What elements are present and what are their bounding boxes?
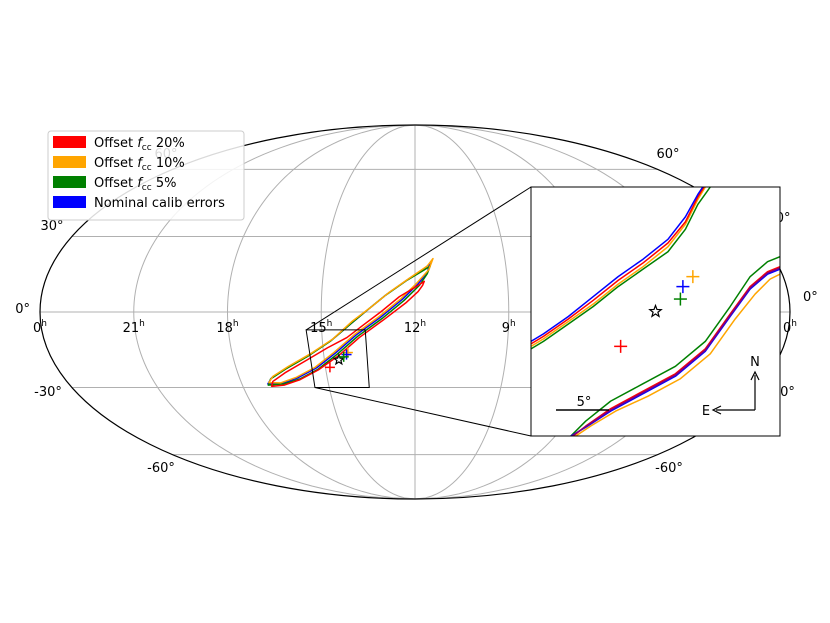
inset-contour-upper-green <box>531 187 711 350</box>
compass-east-label: E <box>702 404 710 419</box>
ra-tick-label: 21h <box>123 319 145 336</box>
legend-label: Nominal calib errors <box>94 196 225 211</box>
legend-entry: Nominal calib errors <box>53 196 225 211</box>
ra-tick-label: 18h <box>216 319 238 336</box>
compass-north-label: N <box>750 355 760 370</box>
dec-tick-label-right: 0° <box>803 290 818 305</box>
map-boundary <box>39 124 791 500</box>
inset-panel: 5° N E <box>530 186 781 437</box>
legend-entries: Offset fcc 20% Offset fcc 10% Offset fcc 5… <box>53 136 225 211</box>
inset-contour-upper-orange <box>531 187 706 348</box>
inset-contour-upper-red <box>531 187 705 345</box>
meridian-line <box>320 125 416 499</box>
inset-contour-lower-green <box>570 256 780 436</box>
ra-tick-label: 15h <box>310 319 332 336</box>
inset-contours <box>531 187 780 436</box>
ra-tick-label: 0h <box>33 319 47 336</box>
legend-box <box>47 130 245 221</box>
inset-region <box>305 329 370 389</box>
legend-entry: Offset fcc 20% <box>53 136 185 153</box>
dec-tick-label-left: -60° <box>147 461 175 476</box>
contour-red <box>270 280 425 388</box>
meridian-line <box>414 125 510 499</box>
legend: Offset fcc 20% Offset fcc 10% Offset fcc 5… <box>47 130 245 221</box>
inset-star <box>648 303 663 318</box>
connector-top <box>305 186 532 331</box>
legend-entry: Offset fcc 10% <box>53 156 185 173</box>
inset-region-box <box>305 329 370 389</box>
inset-red-cross <box>614 339 628 353</box>
legend-label: Offset fcc 5% <box>94 176 176 193</box>
scale-bar: 5° <box>556 395 609 411</box>
inset-green-cross <box>673 292 687 306</box>
ra-tick-label: 12h <box>404 319 426 336</box>
meridian-line <box>226 125 416 499</box>
zoom-connectors <box>305 186 532 437</box>
scale-bar-label: 5° <box>577 395 592 410</box>
legend-label: Offset fcc 10% <box>94 156 185 173</box>
contour-orange <box>268 257 434 384</box>
legend-swatch <box>53 156 86 168</box>
ra-tick-label: 9h <box>502 319 516 336</box>
compass: N E <box>702 355 760 419</box>
dec-tick-labels: 60°60°30°30°0°0°-30°-30°-60°-60° <box>15 147 818 476</box>
legend-label: Offset fcc 20% <box>94 136 185 153</box>
inset-contour-upper-blue <box>531 187 704 343</box>
legend-swatch <box>53 196 86 208</box>
dec-tick-label-right: -60° <box>655 461 683 476</box>
inset-markers <box>614 270 700 353</box>
connector-bottom <box>314 387 532 437</box>
marker-red-cross <box>324 362 335 373</box>
dec-tick-label-left: 30° <box>40 219 63 234</box>
legend-entry: Offset fcc 5% <box>53 176 176 193</box>
legend-swatch <box>53 176 86 188</box>
inset-contour-lower-purple <box>571 267 780 436</box>
dec-tick-label-right: 60° <box>656 147 679 162</box>
compass-north-arrowhead <box>750 370 760 381</box>
marker-orange-cross <box>342 347 353 358</box>
main-contours <box>267 257 434 388</box>
inset-blue-cross <box>676 280 690 294</box>
compass-east-arrowhead <box>711 405 722 415</box>
dec-tick-label-left: 0° <box>15 302 30 317</box>
inset-contour-lower-blue <box>570 268 780 436</box>
inset-frame <box>530 186 781 437</box>
inset-orange-cross <box>686 270 700 284</box>
dec-tick-label-left: -30° <box>34 385 62 400</box>
main-markers <box>324 347 353 373</box>
ra-tick-label: 0h <box>783 319 797 336</box>
marker-star <box>332 353 346 366</box>
legend-swatch <box>53 136 86 148</box>
marker-green-cross <box>338 351 349 362</box>
inset-contour-lower-orange <box>575 273 780 436</box>
